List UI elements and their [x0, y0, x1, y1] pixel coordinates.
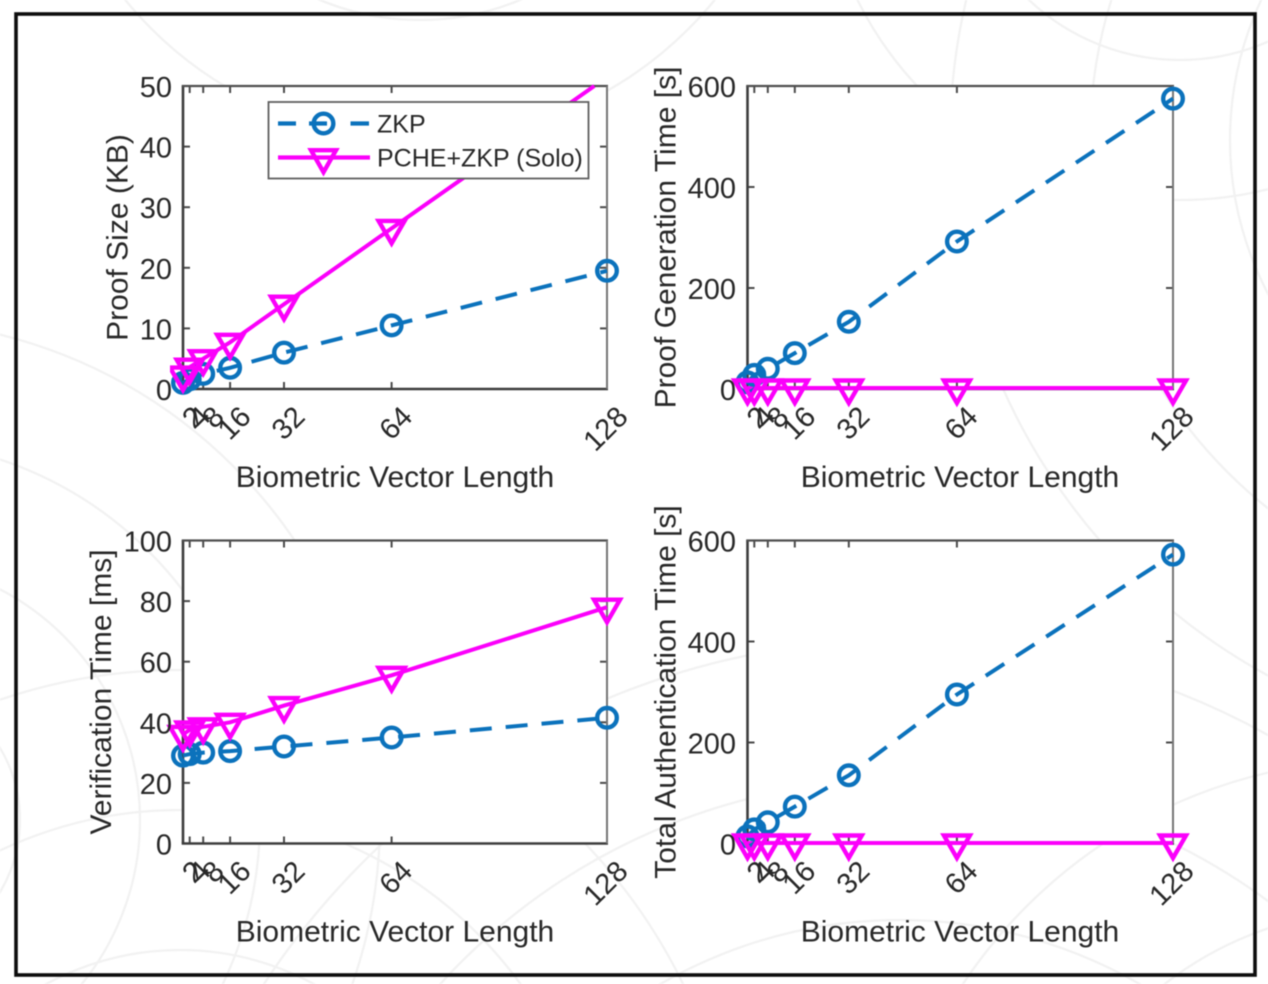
- svg-text:50: 50: [140, 72, 172, 104]
- svg-text:200: 200: [688, 729, 736, 761]
- svg-text:40: 40: [140, 708, 172, 740]
- svg-text:40: 40: [140, 133, 172, 165]
- svg-text:Verification Time [ms]: Verification Time [ms]: [85, 549, 118, 834]
- svg-text:80: 80: [140, 587, 172, 619]
- svg-text:Biometric Vector Length: Biometric Vector Length: [236, 916, 555, 949]
- svg-text:ZKP: ZKP: [377, 111, 426, 139]
- svg-text:0: 0: [720, 375, 736, 407]
- svg-text:100: 100: [124, 527, 172, 559]
- svg-text:10: 10: [140, 314, 172, 346]
- svg-text:Biometric Vector Length: Biometric Vector Length: [801, 916, 1120, 949]
- svg-text:0: 0: [156, 830, 172, 862]
- svg-text:200: 200: [688, 274, 736, 306]
- svg-text:Biometric Vector Length: Biometric Vector Length: [801, 461, 1120, 494]
- svg-text:20: 20: [140, 769, 172, 801]
- svg-text:30: 30: [140, 193, 172, 225]
- svg-text:20: 20: [140, 254, 172, 286]
- svg-text:60: 60: [140, 648, 172, 680]
- svg-text:400: 400: [688, 628, 736, 660]
- svg-text:600: 600: [688, 72, 736, 104]
- svg-text:0: 0: [156, 375, 172, 407]
- svg-text:600: 600: [688, 527, 736, 559]
- svg-text:PCHE+ZKP (Solo): PCHE+ZKP (Solo): [377, 145, 583, 173]
- svg-text:Biometric Vector Length: Biometric Vector Length: [236, 461, 555, 494]
- svg-text:Proof Generation Time [s]: Proof Generation Time [s]: [650, 67, 683, 409]
- svg-text:400: 400: [688, 173, 736, 205]
- svg-text:Total Authentication Time [s]: Total Authentication Time [s]: [650, 505, 683, 879]
- svg-text:0: 0: [720, 830, 736, 862]
- svg-text:Proof Size (KB): Proof Size (KB): [102, 134, 135, 341]
